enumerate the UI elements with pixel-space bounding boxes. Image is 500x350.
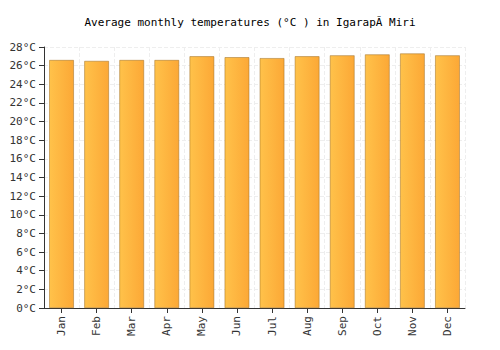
svg-text:Apr: Apr [160,316,173,336]
svg-text:0°C: 0°C [16,302,36,315]
svg-text:20°C: 20°C [10,115,37,128]
svg-text:2°C: 2°C [16,283,36,296]
svg-text:14°C: 14°C [10,171,37,184]
svg-text:24°C: 24°C [10,78,37,91]
svg-text:26°C: 26°C [10,59,37,72]
svg-text:Average monthly temperatures (: Average monthly temperatures (°C ) in Ig… [84,16,415,29]
svg-text:Aug: Aug [301,316,314,336]
svg-text:10°C: 10°C [10,208,37,221]
svg-text:18°C: 18°C [10,134,37,147]
svg-text:Feb: Feb [90,316,103,336]
svg-text:Jun: Jun [230,316,243,336]
svg-text:May: May [195,316,208,336]
svg-text:12°C: 12°C [10,190,37,203]
svg-text:6°C: 6°C [16,246,36,259]
svg-text:4°C: 4°C [16,264,36,277]
svg-text:Dec: Dec [441,316,454,336]
svg-text:8°C: 8°C [16,227,36,240]
svg-text:Jan: Jan [55,316,68,336]
svg-text:Jul: Jul [266,316,279,336]
svg-text:Sep: Sep [336,316,349,336]
svg-text:Mar: Mar [125,316,138,336]
svg-text:22°C: 22°C [10,96,37,109]
svg-text:28°C: 28°C [10,41,37,54]
svg-text:Oct: Oct [371,316,384,336]
svg-text:16°C: 16°C [10,152,37,165]
svg-text:Nov: Nov [406,316,419,336]
